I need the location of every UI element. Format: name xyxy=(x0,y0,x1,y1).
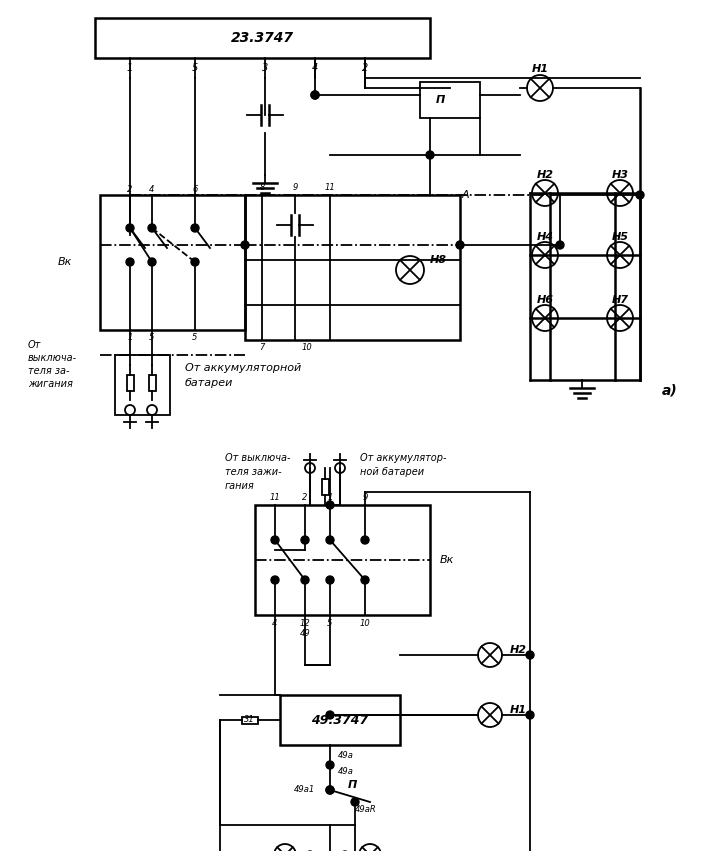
Circle shape xyxy=(271,576,279,584)
Circle shape xyxy=(326,501,334,509)
Bar xyxy=(255,505,430,615)
Text: От: От xyxy=(28,340,41,350)
Bar xyxy=(245,195,460,340)
Circle shape xyxy=(351,798,359,806)
Text: 1: 1 xyxy=(328,493,333,501)
Text: 4: 4 xyxy=(150,186,155,195)
Text: От аккумулятор-: От аккумулятор- xyxy=(360,453,447,463)
Text: 1: 1 xyxy=(127,63,133,73)
Text: От аккумуляторной: От аккумуляторной xyxy=(185,363,301,373)
Text: H3: H3 xyxy=(612,170,628,180)
Circle shape xyxy=(326,536,334,544)
Text: H1: H1 xyxy=(510,705,527,715)
Text: 8: 8 xyxy=(260,184,265,192)
Text: а): а) xyxy=(662,383,678,397)
Circle shape xyxy=(326,711,334,719)
Text: 2: 2 xyxy=(302,493,308,501)
Text: H8: H8 xyxy=(430,255,447,265)
Text: 4: 4 xyxy=(312,63,318,73)
Text: 49.3747: 49.3747 xyxy=(312,713,369,727)
Text: H1: H1 xyxy=(531,64,549,74)
Text: 49aR: 49aR xyxy=(355,806,377,814)
Text: H6: H6 xyxy=(536,295,554,305)
Text: теля за-: теля за- xyxy=(28,366,69,376)
Circle shape xyxy=(271,536,279,544)
Text: 49a: 49a xyxy=(338,768,354,776)
Text: 11: 11 xyxy=(270,493,281,501)
Bar xyxy=(148,374,155,391)
Text: 3: 3 xyxy=(262,63,268,73)
Circle shape xyxy=(636,191,644,199)
Text: 49: 49 xyxy=(299,629,310,637)
Bar xyxy=(95,18,430,58)
Circle shape xyxy=(361,576,369,584)
Text: H2: H2 xyxy=(536,170,554,180)
Text: 7: 7 xyxy=(260,344,265,352)
Circle shape xyxy=(326,786,334,794)
Text: 5: 5 xyxy=(192,63,198,73)
Bar xyxy=(420,82,480,118)
Bar xyxy=(280,695,400,745)
Text: 5: 5 xyxy=(192,334,197,342)
Text: теля зажи-: теля зажи- xyxy=(225,467,282,477)
Circle shape xyxy=(361,536,369,544)
Bar xyxy=(242,717,258,723)
Circle shape xyxy=(191,258,199,266)
Bar xyxy=(115,355,170,415)
Circle shape xyxy=(326,761,334,769)
Text: 9: 9 xyxy=(362,493,368,501)
Text: 49a: 49a xyxy=(338,751,354,759)
Text: H2: H2 xyxy=(510,645,527,655)
Text: Вк: Вк xyxy=(440,555,454,565)
Text: 10: 10 xyxy=(301,344,312,352)
Circle shape xyxy=(126,258,134,266)
Bar xyxy=(127,374,134,391)
Text: 31: 31 xyxy=(244,716,255,724)
Circle shape xyxy=(456,241,464,249)
Text: 1: 1 xyxy=(127,334,133,342)
Text: 5: 5 xyxy=(328,619,333,627)
Text: H7: H7 xyxy=(612,295,628,305)
Circle shape xyxy=(301,536,309,544)
Text: Вк: Вк xyxy=(58,257,72,267)
Text: От выключа-: От выключа- xyxy=(225,453,291,463)
Text: H5: H5 xyxy=(612,232,628,242)
Bar xyxy=(322,478,328,494)
Text: 49a1: 49a1 xyxy=(294,785,315,795)
Circle shape xyxy=(426,151,434,159)
Circle shape xyxy=(241,241,249,249)
Text: 10: 10 xyxy=(359,619,370,627)
Text: гания: гания xyxy=(225,481,254,491)
Text: H4: H4 xyxy=(536,232,554,242)
Text: 2: 2 xyxy=(362,63,368,73)
Circle shape xyxy=(311,91,319,99)
Text: 6: 6 xyxy=(192,186,197,195)
Text: 2: 2 xyxy=(127,186,133,195)
Circle shape xyxy=(148,258,156,266)
Text: 5: 5 xyxy=(150,334,155,342)
Text: 11: 11 xyxy=(325,184,335,192)
Text: жигания: жигания xyxy=(28,379,73,389)
Circle shape xyxy=(301,576,309,584)
Bar xyxy=(100,195,245,330)
Circle shape xyxy=(311,91,319,99)
Text: A: A xyxy=(462,190,470,200)
Text: ной батареи: ной батареи xyxy=(360,467,424,477)
Text: 23.3747: 23.3747 xyxy=(231,31,294,45)
Circle shape xyxy=(148,224,156,232)
Circle shape xyxy=(526,711,534,719)
Circle shape xyxy=(326,576,334,584)
Circle shape xyxy=(556,241,564,249)
Text: 12: 12 xyxy=(299,619,310,627)
Circle shape xyxy=(526,651,534,659)
Text: 4: 4 xyxy=(273,619,278,627)
Circle shape xyxy=(191,224,199,232)
Circle shape xyxy=(326,786,334,794)
Text: П: П xyxy=(348,780,357,790)
Text: 9: 9 xyxy=(292,184,298,192)
Circle shape xyxy=(126,224,134,232)
Text: выключа-: выключа- xyxy=(28,353,77,363)
Text: батареи: батареи xyxy=(185,378,234,388)
Text: П: П xyxy=(435,95,445,105)
